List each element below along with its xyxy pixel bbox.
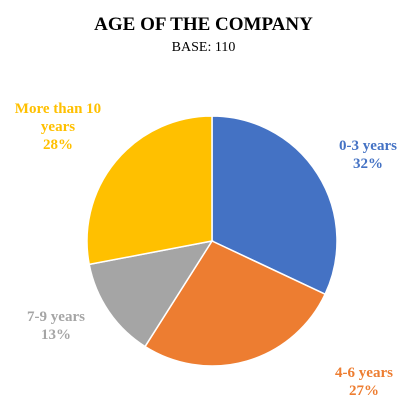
pie-slice	[143, 240, 327, 367]
slice-value: 28%	[43, 137, 73, 153]
slice-category: More than 10 years	[14, 101, 102, 135]
slice-value: 32%	[353, 156, 383, 172]
slice-category: 7-9 years	[27, 309, 85, 325]
chart-title: AGE OF THE COMPANY	[94, 14, 313, 35]
pie-slice	[88, 239, 214, 348]
slice-value: 27%	[349, 383, 379, 399]
slice-label: More than 10 years 28%	[11, 100, 106, 154]
chart-subtitle: BASE: 110	[171, 40, 236, 55]
slice-value: 13%	[41, 327, 71, 343]
slice-category: 4-6 years	[335, 365, 393, 381]
slice-label: 7-9 years 13%	[9, 308, 104, 344]
slice-label: 4-6 years 27%	[317, 364, 407, 400]
slice-category: 0-3 years	[339, 138, 397, 154]
pie-slice	[86, 115, 213, 266]
pie-slice	[211, 115, 338, 296]
slice-label: 0-3 years 32%	[321, 137, 407, 173]
